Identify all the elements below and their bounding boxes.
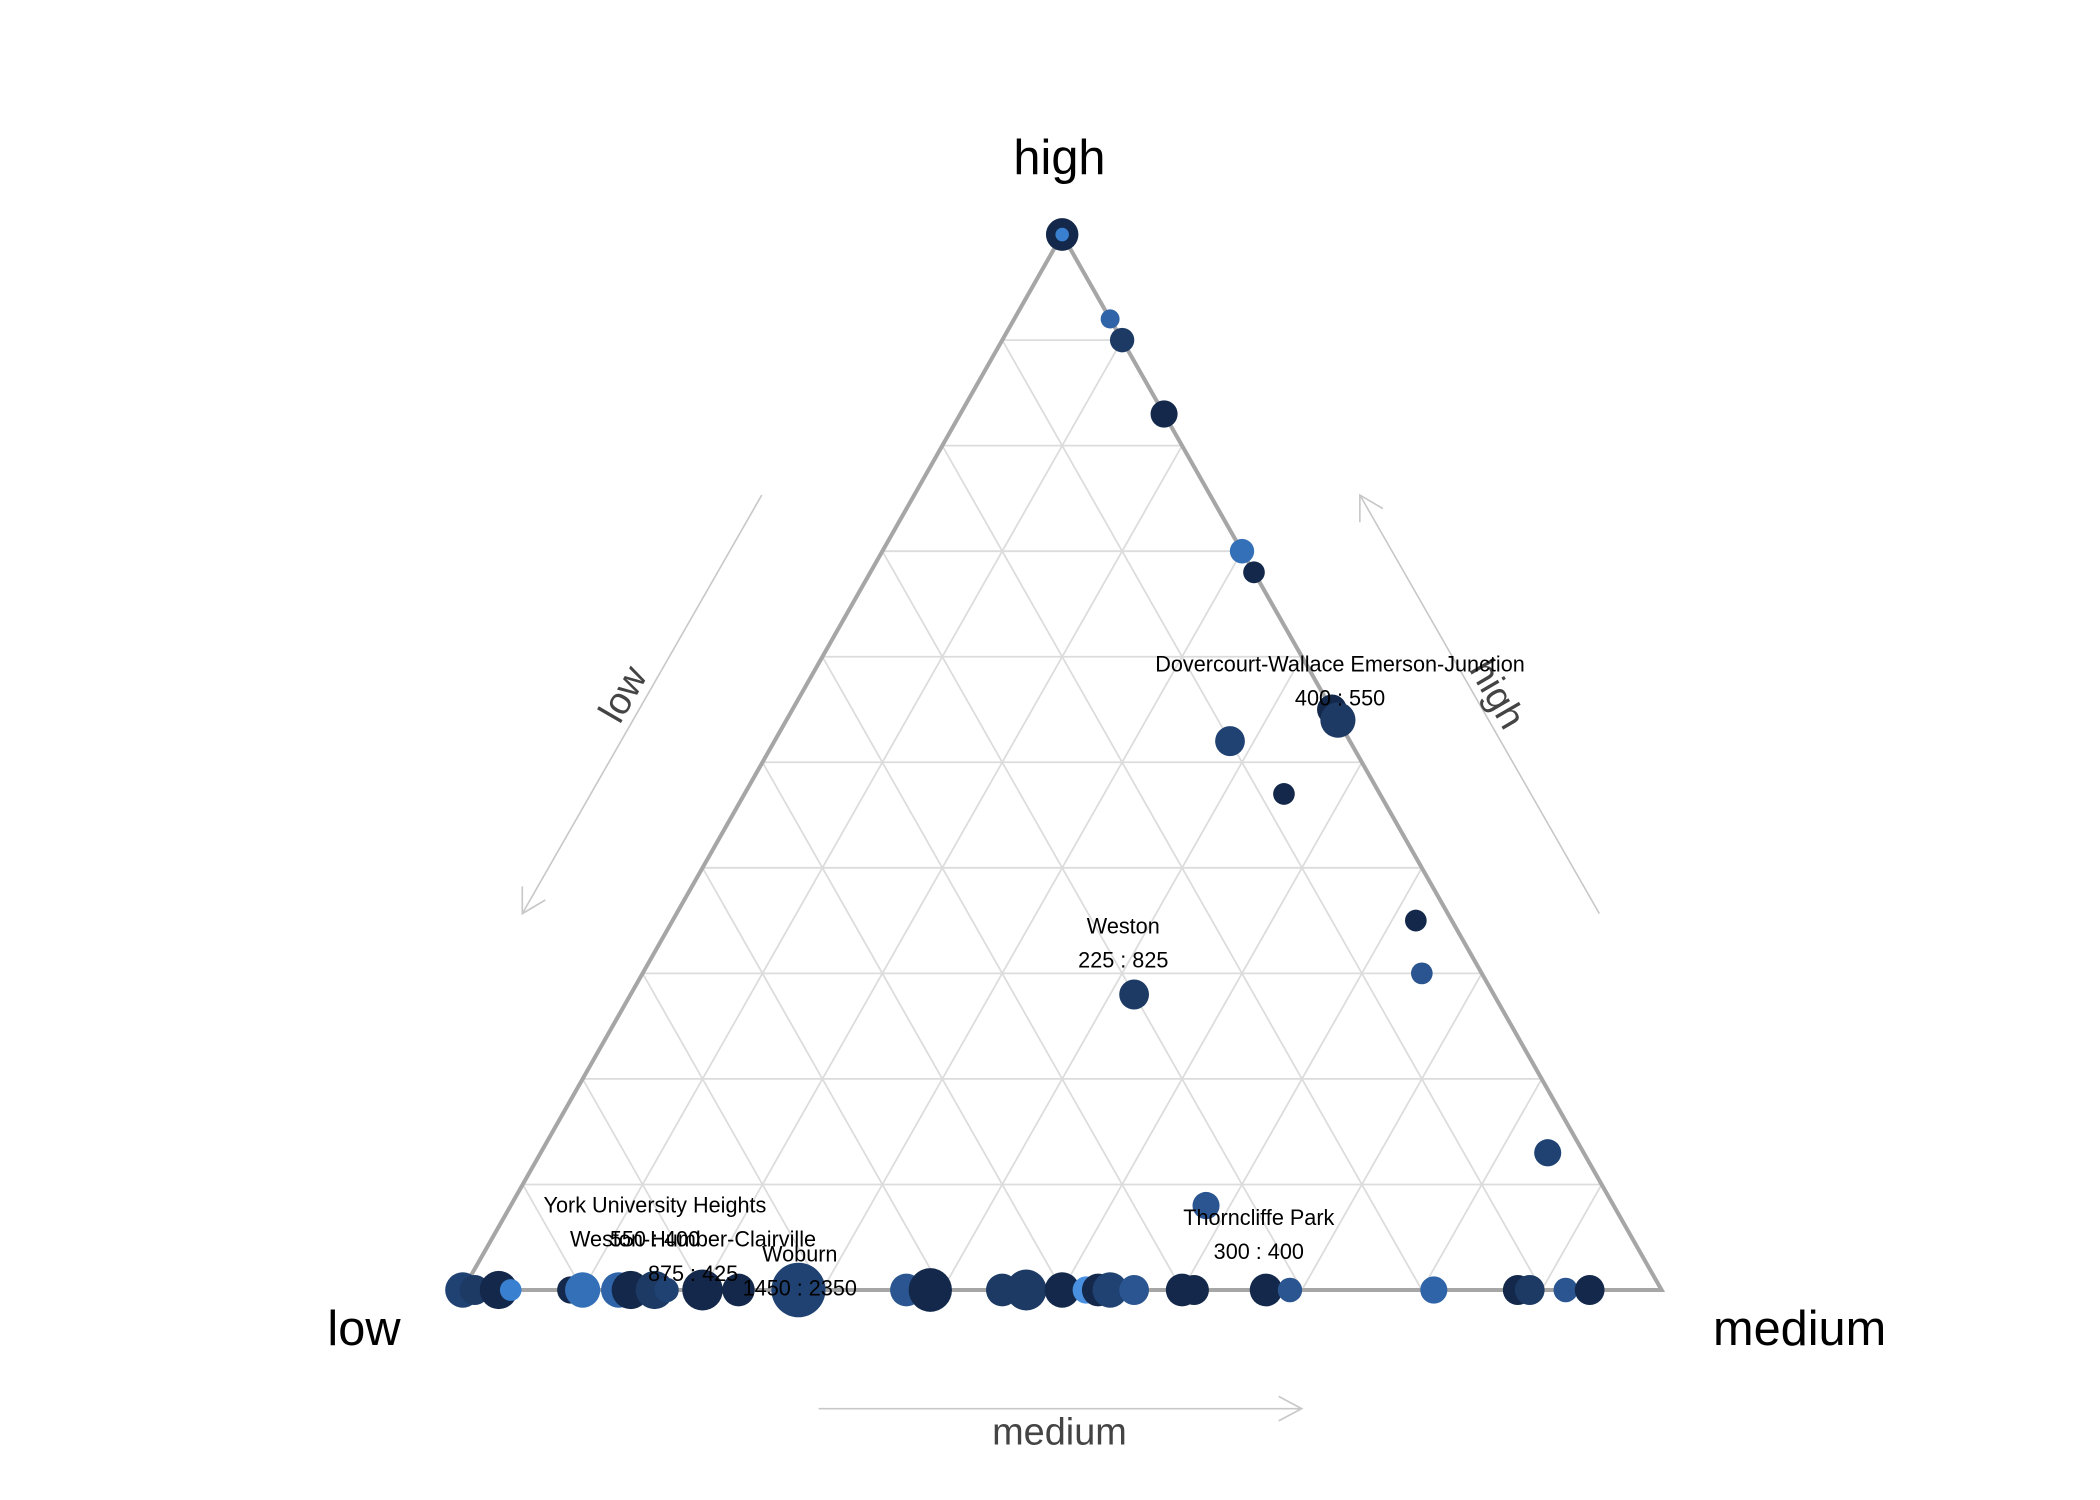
point-label: York University Heights bbox=[544, 1192, 767, 1217]
point bbox=[1055, 227, 1069, 242]
point bbox=[908, 1268, 952, 1312]
point bbox=[1109, 327, 1135, 353]
grid-line bbox=[1421, 1078, 1543, 1291]
grid-line bbox=[641, 972, 824, 1291]
arrow-line bbox=[1359, 494, 1601, 915]
point bbox=[1273, 783, 1295, 805]
grid-line bbox=[821, 550, 1243, 1291]
point bbox=[1179, 1275, 1209, 1305]
arrow-head bbox=[1278, 1395, 1304, 1422]
point-label: Weston bbox=[1087, 913, 1160, 938]
point-note: 875 : 425 bbox=[648, 1261, 738, 1286]
grid-line bbox=[581, 339, 1123, 1291]
arrow-head bbox=[521, 886, 546, 916]
arrow-head bbox=[1359, 493, 1384, 523]
point bbox=[722, 1273, 755, 1307]
point bbox=[1150, 400, 1178, 428]
point bbox=[1092, 1272, 1128, 1308]
point-label: Woburn bbox=[762, 1242, 837, 1267]
point-note: 1450 : 2350 bbox=[743, 1276, 857, 1301]
axis-label: low bbox=[591, 659, 656, 730]
point-note: 400 : 550 bbox=[1295, 686, 1385, 711]
grid-line bbox=[1181, 867, 1423, 1291]
point bbox=[771, 1262, 826, 1318]
point bbox=[1100, 309, 1120, 329]
grid-line bbox=[881, 550, 1303, 1291]
grid bbox=[521, 339, 1603, 1291]
corner-label: low bbox=[327, 1302, 401, 1356]
point-label: Dovercourt-Wallace Emerson-Junction bbox=[1155, 652, 1525, 677]
grid-line bbox=[1301, 972, 1483, 1291]
point-label: Thorncliffe Park bbox=[1183, 1205, 1334, 1230]
point bbox=[499, 1279, 522, 1301]
grid-line bbox=[1001, 339, 1543, 1291]
point bbox=[1192, 1191, 1220, 1220]
point bbox=[1553, 1277, 1578, 1303]
point bbox=[1243, 561, 1265, 584]
point bbox=[654, 1277, 679, 1303]
point bbox=[1215, 726, 1245, 757]
grid-line bbox=[581, 1078, 704, 1291]
point bbox=[1420, 1276, 1448, 1304]
grid-line bbox=[1540, 1184, 1603, 1291]
point-note: 225 : 825 bbox=[1078, 947, 1168, 972]
point-label: Weston-Humber-Clairville bbox=[570, 1227, 816, 1252]
axis-arrows bbox=[521, 493, 1601, 1422]
point bbox=[1574, 1275, 1605, 1305]
grid-line bbox=[1061, 761, 1363, 1291]
point bbox=[1534, 1139, 1562, 1167]
point bbox=[1514, 1275, 1545, 1305]
grid-line bbox=[701, 867, 944, 1291]
grid-line bbox=[521, 1184, 584, 1291]
arrow-line bbox=[521, 494, 763, 915]
labels: Dovercourt-Wallace Emerson-Junction 400 :… bbox=[544, 652, 1525, 1301]
points bbox=[445, 218, 1605, 1318]
point bbox=[1249, 1273, 1283, 1307]
point bbox=[1044, 1272, 1080, 1308]
point bbox=[1005, 1269, 1047, 1311]
point bbox=[1411, 962, 1433, 985]
point-note: 550 : 400 bbox=[610, 1227, 700, 1252]
axis-label: medium bbox=[992, 1412, 1127, 1454]
point bbox=[1277, 1277, 1303, 1303]
point bbox=[1229, 538, 1255, 564]
point-note: 300 : 400 bbox=[1214, 1239, 1304, 1264]
point bbox=[1119, 1275, 1149, 1305]
corner-label: high bbox=[1013, 131, 1105, 185]
point bbox=[1320, 702, 1356, 738]
point bbox=[565, 1272, 601, 1308]
corner-label: medium bbox=[1713, 1302, 1886, 1356]
point bbox=[1119, 979, 1149, 1010]
point bbox=[682, 1269, 723, 1311]
point bbox=[1405, 909, 1427, 932]
grid-line bbox=[761, 761, 1063, 1291]
